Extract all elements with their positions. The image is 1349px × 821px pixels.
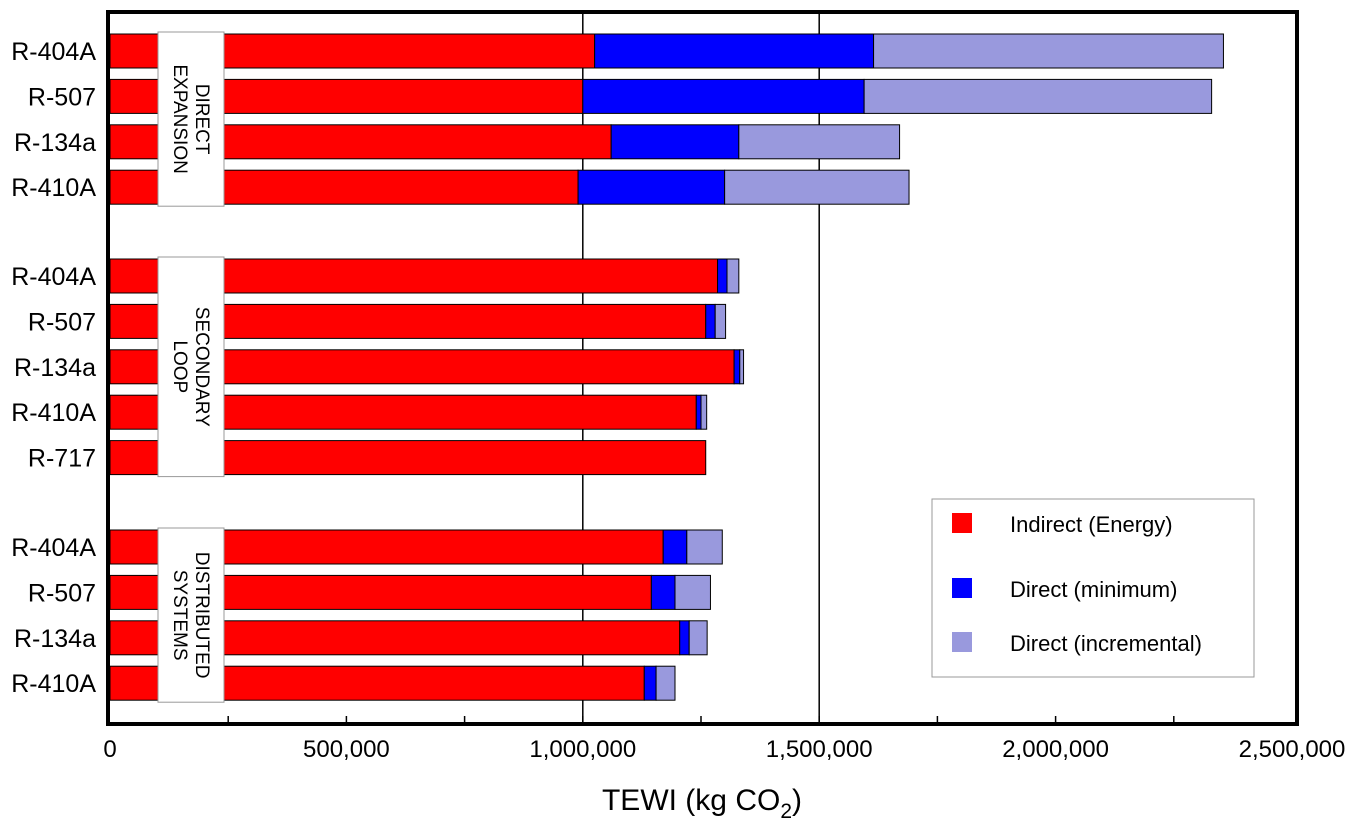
bar-segment-direct-incr [738, 124, 901, 160]
group-label-line: SECONDARY [191, 307, 212, 427]
legend: Indirect (Energy) Direct (minimum) Direct … [931, 498, 1255, 678]
bar-segment-direct-min [594, 33, 875, 69]
category-label: R-134a [14, 129, 96, 157]
bar-segment-direct-incr [873, 33, 1224, 69]
x-tick-label: 2,500,000 [1239, 736, 1346, 763]
bar-segment-direct-incr [674, 574, 711, 610]
bar-segment-direct-min [577, 169, 726, 205]
legend-swatch [952, 513, 972, 533]
bar-segment-direct-incr [724, 169, 910, 205]
legend-box [931, 498, 1255, 678]
bar-segment-direct-min [679, 620, 690, 656]
category-label: R-507 [28, 83, 96, 111]
group-label-line: DISTRIBUTED [191, 552, 212, 679]
plot-frame [106, 10, 1299, 726]
bar-segment-direct-incr [714, 303, 727, 339]
category-label: R-134a [14, 354, 96, 382]
group-label-line: SYSTEMS [169, 570, 190, 661]
group-label: DISTRIBUTEDSYSTEMS [169, 552, 212, 679]
bar-row [109, 124, 901, 160]
legend-swatch [952, 632, 972, 652]
category-label: R-410A [11, 399, 96, 427]
bar-segment-direct-min [643, 665, 657, 701]
group-label-line: DIRECT [191, 84, 212, 155]
x-axis-title-main: TEWI (kg CO [602, 784, 780, 817]
bar-segment-direct-incr [686, 529, 723, 565]
group-label: SECONDARYLOOP [169, 307, 212, 427]
legend-label: Direct (minimum) [1010, 577, 1177, 602]
group-label-line: EXPANSION [169, 64, 190, 173]
bar-segment-direct-incr [739, 349, 745, 385]
x-tick-label: 2,000,000 [1002, 736, 1109, 763]
category-label: R-404A [11, 534, 96, 562]
bar-segment-direct-min [650, 574, 676, 610]
bar-segment-direct-min [717, 258, 728, 294]
group-label-box [157, 31, 225, 207]
bar-segment-direct-min [733, 349, 741, 385]
category-label: R-410A [11, 174, 96, 202]
bar-segment-direct-min [582, 78, 865, 114]
x-axis-title: TEWI (kg CO2) [602, 784, 802, 821]
category-label: R-507 [28, 308, 96, 336]
legend-label: Direct (incremental) [1010, 631, 1202, 656]
bar-segment-direct-min [705, 303, 716, 339]
legend-swatch [952, 578, 972, 598]
x-tick-label: 1,500,000 [766, 736, 873, 763]
bar-row [109, 78, 1213, 114]
bar-segment-direct-incr [700, 394, 708, 430]
bar-segment-direct-incr [863, 78, 1213, 114]
category-label: R-404A [11, 38, 96, 66]
category-label: R-410A [11, 670, 96, 698]
bar-segment-direct-min [610, 124, 740, 160]
x-axis-title-subscript: 2 [780, 800, 792, 821]
category-label: R-134a [14, 625, 96, 653]
category-label: R-717 [28, 445, 96, 473]
group-label-box [157, 527, 225, 703]
x-tick-labels: 0 500,000 1,000,000 1,500,000 2,000,000 2,500… [103, 736, 1345, 763]
x-tick-label: 1,000,000 [529, 736, 636, 763]
bar-segment-direct-incr [726, 258, 740, 294]
bar-segment-direct-incr [688, 620, 708, 656]
legend-label: Indirect (Energy) [1010, 512, 1173, 537]
category-label: R-404A [11, 263, 96, 291]
bar-row [109, 33, 1224, 69]
bar-segment-direct-incr [655, 665, 676, 701]
x-tick-label: 500,000 [303, 736, 390, 763]
bar-segment-direct-min [662, 529, 688, 565]
category-label: R-507 [28, 579, 96, 607]
group-label: DIRECTEXPANSION [169, 64, 212, 173]
group-label-line: LOOP [169, 340, 190, 393]
group-labels: DIRECTEXPANSIONSECONDARYLOOPDISTRIBUTEDS… [157, 31, 225, 703]
bar-row [109, 169, 910, 205]
group-label-box [157, 256, 225, 478]
bar-segment-direct-min [695, 394, 702, 430]
x-tick-label: 0 [103, 736, 116, 763]
x-axis-title-suffix: ) [792, 784, 802, 817]
category-labels: R-404A R-507 R-134a R-410A R-404A R-507 R-134a… [11, 38, 96, 698]
